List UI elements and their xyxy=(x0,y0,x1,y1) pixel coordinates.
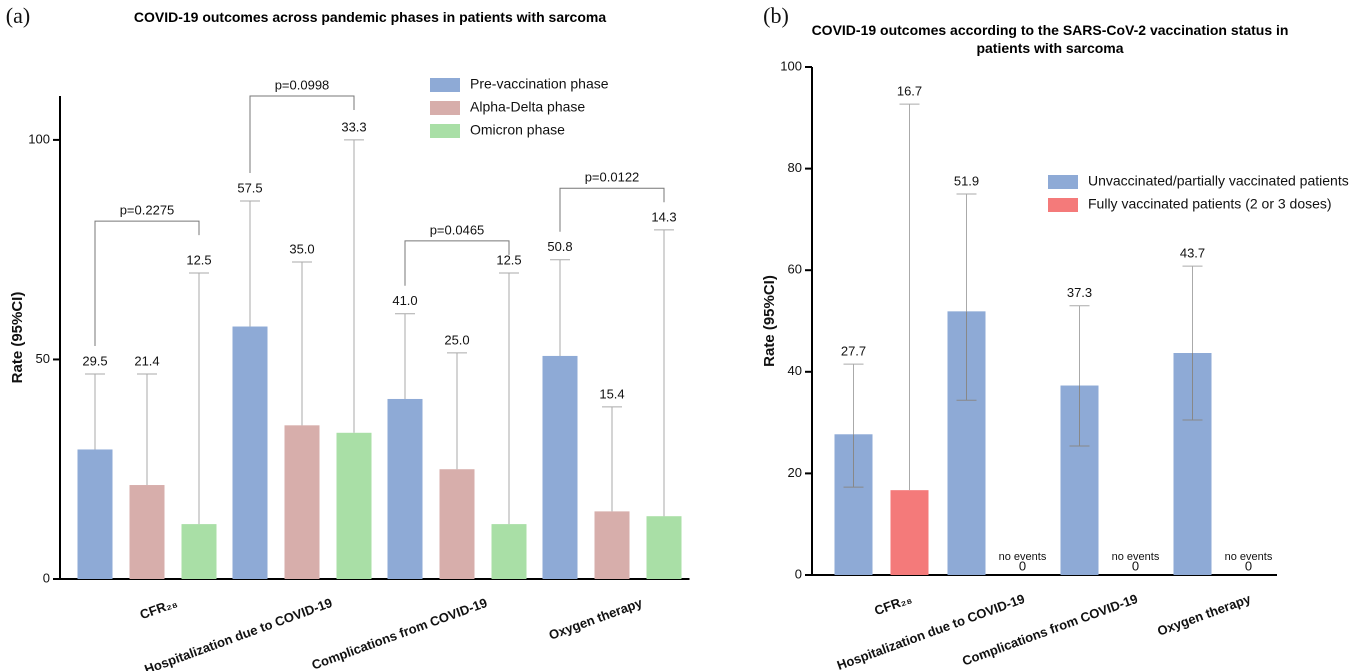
value-label: 27.7 xyxy=(841,344,866,359)
value-label: 0 xyxy=(1245,558,1252,573)
value-label: 51.9 xyxy=(954,173,979,188)
p-value: p=0.0465 xyxy=(430,222,485,237)
p-value: p=0.0998 xyxy=(275,77,330,92)
bracket xyxy=(404,240,510,286)
value-label: 25.0 xyxy=(444,332,469,347)
legend-label: Alpha-Delta phase xyxy=(470,99,585,115)
bar xyxy=(439,469,475,579)
legend-label: Fully vaccinated patients (2 or 3 doses) xyxy=(1088,196,1332,212)
value-label: 21.4 xyxy=(134,353,159,368)
x-tick-label: CFR₂₈ xyxy=(138,595,179,622)
bar xyxy=(129,485,165,579)
y-axis-label: Rate (95%CI) xyxy=(761,275,778,367)
y-tick-label: 0 xyxy=(43,570,50,585)
bar xyxy=(77,449,113,579)
x-tick-label: Oxygen therapy xyxy=(547,595,645,643)
p-value: p=0.0122 xyxy=(585,170,640,185)
legend-swatch xyxy=(430,78,460,92)
y-tick-label: 20 xyxy=(788,465,802,480)
panel-label: (a) xyxy=(6,3,30,28)
value-label: 35.0 xyxy=(289,241,314,256)
value-label: 50.8 xyxy=(547,239,572,254)
x-tick-label: Complications from COVID-19 xyxy=(310,595,490,671)
note: no events xyxy=(1112,551,1160,563)
panel-label: (b) xyxy=(763,3,789,28)
value-label: 14.3 xyxy=(651,209,676,224)
bracket xyxy=(249,95,355,173)
p-value: p=0.2275 xyxy=(120,203,175,218)
value-label: 0 xyxy=(1019,558,1026,573)
y-tick-label: 80 xyxy=(788,160,802,175)
legend-label: Unvaccinated/partially vaccinated patien… xyxy=(1088,173,1349,189)
bar xyxy=(232,326,268,579)
legend-swatch xyxy=(1048,198,1078,212)
bar xyxy=(284,425,320,579)
y-tick-label: 60 xyxy=(788,262,802,277)
y-tick-label: 50 xyxy=(36,351,50,366)
value-label: 41.0 xyxy=(392,293,417,308)
x-tick-label: Oxygen therapy xyxy=(1155,591,1253,639)
value-label: 33.3 xyxy=(341,119,366,134)
bracket xyxy=(559,187,665,232)
bar xyxy=(890,490,929,575)
bar xyxy=(336,432,372,579)
y-tick-label: 40 xyxy=(788,363,802,378)
value-label: 16.7 xyxy=(897,84,922,99)
bar xyxy=(491,524,527,579)
legend-swatch xyxy=(1048,175,1078,189)
legend-swatch xyxy=(430,124,460,138)
value-label: 0 xyxy=(1132,558,1139,573)
value-label: 12.5 xyxy=(496,252,521,267)
value-label: 57.5 xyxy=(237,180,262,195)
bar xyxy=(594,511,630,579)
legend-swatch xyxy=(430,101,460,115)
x-tick-label: CFR₂₈ xyxy=(872,591,913,618)
value-label: 15.4 xyxy=(599,386,624,401)
bar xyxy=(646,516,682,579)
legend-label: Pre-vaccination phase xyxy=(470,76,609,92)
y-tick-label: 0 xyxy=(795,566,802,581)
chart-title: COVID-19 outcomes across pandemic phases… xyxy=(133,9,607,25)
y-axis-label: Rate (95%CI) xyxy=(9,292,26,384)
value-label: 12.5 xyxy=(186,252,211,267)
bracket xyxy=(94,220,200,346)
bar xyxy=(387,398,423,579)
note: no events xyxy=(999,551,1047,563)
x-tick-label: Hospitalization due to COVID-19 xyxy=(835,591,1027,671)
y-tick-label: 100 xyxy=(28,131,50,146)
bar xyxy=(542,355,578,579)
note: no events xyxy=(1225,551,1273,563)
value-label: 29.5 xyxy=(82,353,107,368)
value-label: 37.3 xyxy=(1067,285,1092,300)
bar xyxy=(181,524,217,579)
value-label: 43.7 xyxy=(1180,246,1205,261)
y-tick-label: 100 xyxy=(780,58,802,73)
chart-title: COVID-19 outcomes according to the SARS-… xyxy=(811,22,1289,56)
legend-label: Omicron phase xyxy=(470,122,565,138)
